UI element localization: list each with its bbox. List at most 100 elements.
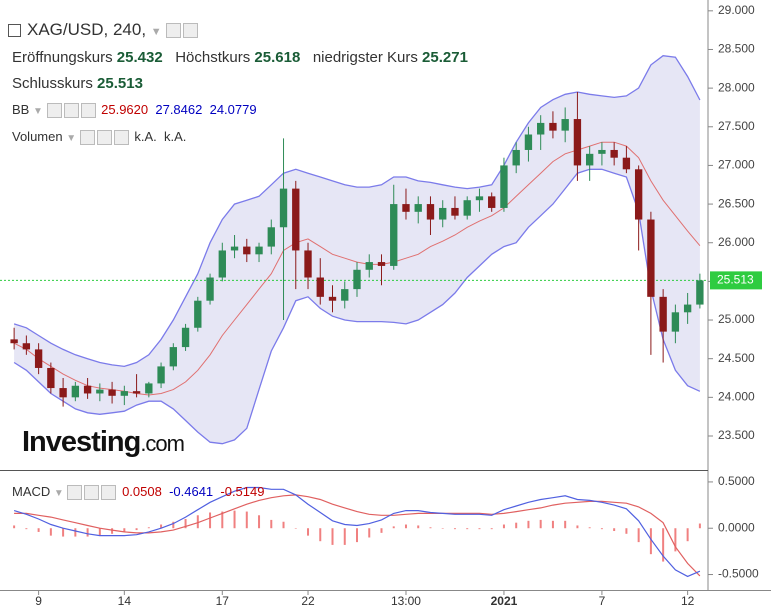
- close-icon[interactable]: [113, 130, 129, 146]
- macd-name: MACD: [12, 484, 51, 499]
- candle-body: [585, 153, 594, 166]
- histogram-bar: [258, 515, 261, 529]
- y-tick-label: 23.500: [718, 428, 755, 442]
- candle-body: [304, 250, 312, 278]
- histogram-bar: [307, 528, 310, 536]
- last-price-tag: [710, 271, 762, 290]
- candle-body: [71, 385, 80, 398]
- gear-icon[interactable]: [183, 23, 199, 39]
- histogram-bar: [441, 528, 444, 529]
- x-tick-label: 7: [599, 594, 606, 608]
- candle-body: [488, 196, 496, 208]
- candle-body: [169, 347, 177, 367]
- volume-value: k.A.: [134, 129, 157, 144]
- last-price-label: 25.513: [717, 273, 754, 287]
- x-tick-label: 13:00: [391, 594, 421, 608]
- histogram-bar: [49, 528, 52, 536]
- bb-row: BB ▼ 25.9620 27.8462 24.0779: [12, 102, 257, 119]
- histogram-bar: [111, 528, 114, 534]
- gear-icon[interactable]: [84, 485, 100, 501]
- histogram-bar: [343, 528, 346, 545]
- candle-body: [267, 227, 275, 247]
- open-label: Eröffnungskurs: [12, 49, 113, 66]
- histogram-bar: [196, 515, 199, 529]
- macd-value: -0.4641: [169, 484, 214, 499]
- histogram-bar: [233, 510, 236, 529]
- x-tick-label: 2021: [491, 594, 518, 608]
- dropdown[interactable]: ▼: [150, 26, 162, 38]
- gear-icon[interactable]: [63, 103, 79, 119]
- candle-body: [34, 349, 43, 368]
- candle-body: [524, 134, 533, 150]
- symbol-row: XAG/USD, 240, ▼: [8, 20, 200, 40]
- histogram-bar: [160, 524, 163, 529]
- y-tick-label: 29.000: [718, 3, 755, 17]
- close-label: Schlusskurs: [12, 75, 93, 92]
- candle-body: [537, 122, 545, 135]
- symbol: XAG/USD, 240,: [27, 20, 147, 39]
- signal-line: [14, 494, 701, 577]
- histogram-bar: [649, 528, 652, 555]
- close-icon[interactable]: [80, 103, 96, 119]
- dropdown[interactable]: ▼: [66, 133, 77, 144]
- candle-body: [243, 246, 251, 255]
- histogram-bar: [86, 528, 89, 537]
- close-icon[interactable]: [101, 485, 117, 501]
- histogram-bar: [539, 519, 542, 529]
- candle-body: [475, 196, 484, 201]
- y-tick-label: -0.5000: [718, 567, 759, 581]
- candle-body: [108, 389, 116, 396]
- dropdown[interactable]: ▼: [53, 488, 64, 499]
- eye-icon[interactable]: [79, 130, 95, 146]
- y-tick-label: 27.000: [718, 158, 755, 172]
- y-tick-label: 0.5000: [718, 474, 755, 488]
- open-value: 25.432: [116, 49, 163, 66]
- histogram-bar: [172, 521, 175, 529]
- histogram-bar: [221, 511, 224, 529]
- candle-body: [696, 280, 704, 305]
- bb-lower: 24.0779: [209, 102, 257, 117]
- candle-body: [132, 391, 141, 394]
- histogram-bar: [62, 528, 65, 537]
- eye-icon[interactable]: [166, 23, 182, 39]
- x-tick-label: 9: [35, 594, 42, 608]
- candle-body: [328, 296, 337, 301]
- histogram-bar: [674, 528, 677, 552]
- x-tick-label: 22: [301, 594, 315, 608]
- candle-body: [120, 391, 129, 396]
- bb-middle: 25.9620: [101, 102, 149, 117]
- dropdown[interactable]: ▼: [32, 106, 43, 117]
- histogram-bar: [478, 528, 481, 530]
- band-upper: [13, 55, 701, 368]
- histogram-bar: [662, 528, 665, 562]
- ohlc-row: Eröffnungskurs 25.432 Höchstkurs 25.618 …: [12, 49, 468, 66]
- collapse-icon[interactable]: [8, 24, 21, 38]
- histogram-bar: [184, 518, 187, 529]
- candle-body: [622, 157, 631, 170]
- close-row: Schlusskurs 25.513: [12, 75, 143, 92]
- histogram-bar: [404, 524, 407, 529]
- histogram-bar: [490, 528, 493, 530]
- y-tick-label: 24.000: [718, 390, 755, 404]
- candle-body: [439, 207, 447, 220]
- candle-body: [230, 246, 239, 251]
- histogram-bar: [270, 519, 273, 529]
- eye-icon[interactable]: [46, 103, 62, 119]
- histogram-bar: [429, 527, 432, 529]
- candle-body: [500, 165, 508, 208]
- histogram-bar: [135, 528, 138, 531]
- histogram-bar: [74, 528, 77, 537]
- gear-icon[interactable]: [96, 130, 112, 146]
- candle-body: [157, 366, 165, 384]
- candle-body: [279, 188, 288, 228]
- histogram-bar: [600, 528, 603, 530]
- eye-icon[interactable]: [67, 485, 83, 501]
- candle-body: [414, 204, 422, 212]
- candle-body: [390, 204, 398, 266]
- macd-row: MACD ▼ 0.0508 -0.4641 -0.5149: [12, 484, 264, 501]
- volume-name: Volumen: [12, 129, 63, 144]
- histogram-bar: [613, 528, 616, 532]
- candle-body: [292, 188, 300, 251]
- candle-body: [47, 367, 55, 389]
